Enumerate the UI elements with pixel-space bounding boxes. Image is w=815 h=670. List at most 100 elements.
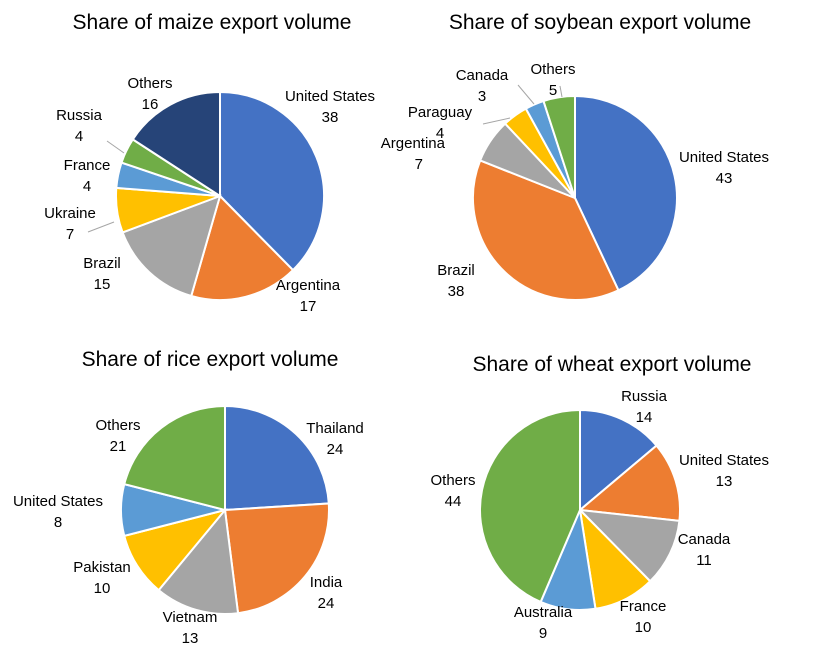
data-label-value: 4 xyxy=(83,178,91,195)
pie-slice-thailand xyxy=(224,404,330,512)
data-label-value: 4 xyxy=(436,125,444,142)
data-label-category: Argentina xyxy=(381,135,446,152)
data-label-category: Russia xyxy=(621,388,668,405)
pie-slice-brazil xyxy=(472,159,620,301)
chart-title: Share of wheat export volume xyxy=(473,353,752,376)
data-label-value: 13 xyxy=(716,473,733,490)
leader-line xyxy=(517,84,535,105)
data-label-value: 13 xyxy=(182,630,199,647)
leader-line xyxy=(559,85,563,98)
data-label-value: 11 xyxy=(696,552,712,569)
data-label-category: Canada xyxy=(678,531,731,548)
data-label-others: Others 16 xyxy=(127,75,172,113)
pie-slice-others xyxy=(123,404,226,512)
data-label-category: Canada xyxy=(456,67,509,84)
data-label-value: 17 xyxy=(300,298,317,315)
data-label-argentina: Argentina 7 xyxy=(381,135,446,173)
data-label-category: Others xyxy=(95,417,140,434)
data-label-category: Brazil xyxy=(437,262,475,279)
data-label-india: India 24 xyxy=(310,574,343,612)
data-label-value: 43 xyxy=(716,170,733,187)
pie-chart-1: Share of maize export volume United State… xyxy=(44,11,375,315)
data-label-value: 9 xyxy=(539,625,547,642)
pie-slice-russia xyxy=(579,408,658,513)
leader-line xyxy=(482,117,511,125)
data-label-others: Others 5 xyxy=(530,61,575,99)
data-label-value: 15 xyxy=(94,276,111,293)
pie-slice-united-states xyxy=(574,94,678,292)
data-label-category: Others xyxy=(430,472,475,489)
data-label-category: United States xyxy=(13,493,103,510)
data-label-category: Australia xyxy=(514,604,573,621)
data-label-brazil: Brazil 38 xyxy=(437,262,475,300)
data-label-united-states: United States 13 xyxy=(679,452,769,490)
data-label-category: Brazil xyxy=(83,255,121,272)
data-label-value: 38 xyxy=(448,283,465,300)
pie-slice-vietnam xyxy=(157,507,240,615)
chart-title: Share of rice export volume xyxy=(82,348,339,371)
data-label-russia: Russia 14 xyxy=(621,388,668,426)
pie-chart-4: Share of wheat export volume Russia 14 Unit… xyxy=(430,353,769,642)
data-label-category: Ukraine xyxy=(44,205,96,222)
data-label-canada: Canada 3 xyxy=(456,67,509,105)
data-label-france: France 4 xyxy=(64,157,111,195)
data-label-canada: Canada 11 xyxy=(678,531,731,569)
pie-slice-argentina xyxy=(190,194,295,301)
pie-slice-canada xyxy=(577,508,681,583)
data-label-category: Argentina xyxy=(276,277,341,294)
data-label-category: Paraguay xyxy=(408,104,473,121)
data-label-pakistan: Pakistan 10 xyxy=(73,559,131,597)
chart-title: Share of soybean export volume xyxy=(449,11,751,34)
data-label-value: 44 xyxy=(445,493,462,510)
data-label-category: Vietnam xyxy=(163,609,218,626)
pie-slice-united-states xyxy=(577,444,681,522)
data-label-value: 16 xyxy=(142,96,159,113)
pie-slice-others xyxy=(478,408,581,604)
data-label-category: India xyxy=(310,574,343,591)
data-label-value: 3 xyxy=(478,88,486,105)
data-label-others: Others 21 xyxy=(95,417,140,455)
pie-chart-2: Share of soybean export volume United Sta… xyxy=(381,11,769,301)
data-label-value: 5 xyxy=(549,82,557,99)
data-label-paraguay: Paraguay 4 xyxy=(408,104,473,142)
data-label-brazil: Brazil 15 xyxy=(83,255,121,293)
data-label-thailand: Thailand 24 xyxy=(306,420,364,458)
pie-slice-others xyxy=(131,90,221,198)
leader-line xyxy=(106,140,125,154)
data-label-value: 24 xyxy=(327,441,344,458)
data-label-value: 10 xyxy=(635,619,652,636)
pie-slice-others xyxy=(542,94,576,199)
pie-slice-united-states xyxy=(219,90,325,272)
data-label-category: France xyxy=(64,157,111,174)
data-label-category: United States xyxy=(285,88,375,105)
data-label-australia: Australia 9 xyxy=(514,604,573,642)
chart-title: Share of maize export volume xyxy=(73,11,352,34)
data-label-france: France 10 xyxy=(620,598,667,636)
data-label-category: France xyxy=(620,598,667,615)
data-label-russia: Russia 4 xyxy=(56,107,103,145)
data-label-value: 14 xyxy=(636,409,653,426)
pie-slice-brazil xyxy=(121,194,222,298)
data-label-argentina: Argentina 17 xyxy=(276,277,341,315)
leader-line xyxy=(87,221,115,233)
data-label-united-states: United States 43 xyxy=(679,149,769,187)
data-label-value: 8 xyxy=(54,514,62,531)
data-label-value: 7 xyxy=(66,226,74,243)
data-label-united-states: United States 8 xyxy=(13,493,103,531)
data-label-category: Others xyxy=(530,61,575,78)
data-label-value: 21 xyxy=(110,438,127,455)
data-label-value: 10 xyxy=(94,580,111,597)
data-label-vietnam: Vietnam 13 xyxy=(163,609,218,647)
data-label-ukraine: Ukraine 7 xyxy=(44,205,96,243)
data-label-category: Russia xyxy=(56,107,103,124)
data-label-category: United States xyxy=(679,452,769,469)
data-label-category: Thailand xyxy=(306,420,364,437)
data-label-united-states: United States 38 xyxy=(285,88,375,126)
pie-chart-3: Share of rice export volume Thailand 24 Ind… xyxy=(13,348,364,647)
data-label-others: Others 44 xyxy=(430,472,475,510)
data-label-category: Others xyxy=(127,75,172,92)
data-label-value: 4 xyxy=(75,128,83,145)
pie-slice-india xyxy=(223,502,330,615)
data-label-value: 38 xyxy=(322,109,339,126)
